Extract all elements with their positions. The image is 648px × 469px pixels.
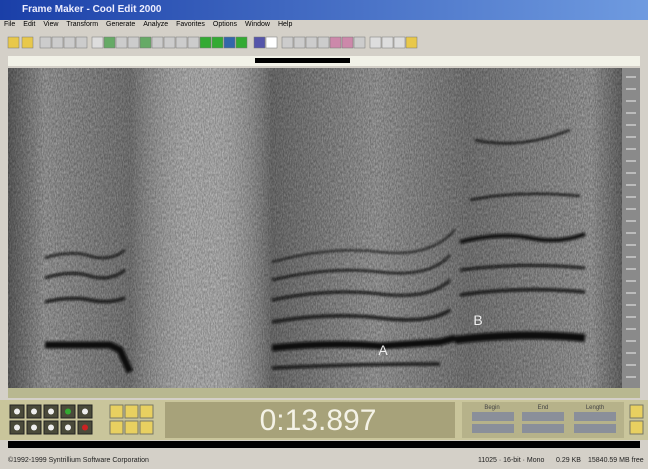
zoom-button[interactable] (125, 421, 138, 434)
transport-icon (48, 425, 54, 431)
marker-label: B (473, 312, 482, 328)
scale-tick (626, 340, 636, 342)
tool-button[interactable] (282, 37, 293, 48)
tool-button[interactable] (40, 37, 51, 48)
tool-button[interactable] (318, 37, 329, 48)
zoom-button[interactable] (110, 421, 123, 434)
time-value: 0:13.897 (260, 404, 377, 437)
tool-button[interactable] (200, 37, 211, 48)
selection-header: Begin (484, 405, 499, 411)
workspace: A B 0:13.897 Begin End Length (0, 0, 648, 469)
scale-tick (626, 220, 636, 222)
scale-tick (626, 292, 636, 294)
scale-tick (626, 364, 636, 366)
tool-button[interactable] (254, 37, 265, 48)
transport-icon (82, 425, 88, 431)
zoom-button[interactable] (140, 405, 153, 418)
tool-button[interactable] (116, 37, 127, 48)
tool-button[interactable] (266, 37, 277, 48)
transport-icon (82, 409, 88, 415)
spectrogram-shade (8, 68, 622, 388)
scale-tick (626, 232, 636, 234)
scale-tick (626, 148, 636, 150)
tool-button[interactable] (92, 37, 103, 48)
status-free: 15840.59 MB free (588, 457, 644, 464)
scale-tick (626, 100, 636, 102)
transport-icon (48, 409, 54, 415)
tool-button[interactable] (330, 37, 341, 48)
tool-button[interactable] (188, 37, 199, 48)
scale-tick (626, 196, 636, 198)
tool-button[interactable] (8, 37, 19, 48)
time-ruler (8, 388, 640, 398)
marker-label: A (378, 342, 388, 358)
tool-button[interactable] (382, 37, 393, 48)
level-meter (8, 441, 640, 448)
tool-buttons (8, 37, 417, 48)
scale-tick (626, 208, 636, 210)
scale-tick (626, 268, 636, 270)
scale-tick (626, 76, 636, 78)
tool-button[interactable] (164, 37, 175, 48)
status-format: 11025 · 16-bit · Mono (478, 457, 544, 464)
scale-tick (626, 328, 636, 330)
tool-button[interactable] (406, 37, 417, 48)
tool-button[interactable] (342, 37, 353, 48)
tool-button[interactable] (212, 37, 223, 48)
status-copyright: ©1992-1999 Syntrillium Software Corporat… (8, 457, 149, 464)
zoom-button[interactable] (630, 421, 643, 434)
scale-tick (626, 376, 636, 378)
overview-range (255, 58, 350, 63)
scale-tick (626, 304, 636, 306)
scale-tick (626, 88, 636, 90)
zoom-button[interactable] (125, 405, 138, 418)
tool-button[interactable] (76, 37, 87, 48)
scale-tick (626, 160, 636, 162)
scale-tick (626, 124, 636, 126)
tool-button[interactable] (52, 37, 63, 48)
tool-button[interactable] (394, 37, 405, 48)
scale-tick (626, 184, 636, 186)
scale-tick (626, 136, 636, 138)
tool-button[interactable] (176, 37, 187, 48)
transport-icon (31, 409, 37, 415)
tool-button[interactable] (22, 37, 33, 48)
transport-icon (65, 409, 71, 415)
selection-header: End (538, 405, 549, 411)
tool-button[interactable] (128, 37, 139, 48)
transport-icon (65, 425, 71, 431)
scale-tick (626, 172, 636, 174)
tool-button[interactable] (370, 37, 381, 48)
tool-button[interactable] (236, 37, 247, 48)
scale-tick (626, 256, 636, 258)
transport-icon (31, 425, 37, 431)
scale-tick (626, 244, 636, 246)
tool-button[interactable] (354, 37, 365, 48)
zoom-button[interactable] (630, 405, 643, 418)
app-window: Frame Maker - Cool Edit 2000 FileEditVie… (0, 0, 648, 469)
scale-tick (626, 352, 636, 354)
scale-tick (626, 316, 636, 318)
zoom-button[interactable] (140, 421, 153, 434)
tool-button[interactable] (294, 37, 305, 48)
zoom-button[interactable] (110, 405, 123, 418)
tool-button[interactable] (64, 37, 75, 48)
tool-button[interactable] (224, 37, 235, 48)
tool-button[interactable] (306, 37, 317, 48)
status-size: 0.29 KB (556, 457, 581, 464)
selection-header: Length (586, 405, 604, 411)
scale-tick (626, 280, 636, 282)
tool-button[interactable] (104, 37, 115, 48)
tool-button[interactable] (152, 37, 163, 48)
transport-icon (14, 425, 20, 431)
scale-tick (626, 112, 636, 114)
tool-button[interactable] (140, 37, 151, 48)
transport-icon (14, 409, 20, 415)
